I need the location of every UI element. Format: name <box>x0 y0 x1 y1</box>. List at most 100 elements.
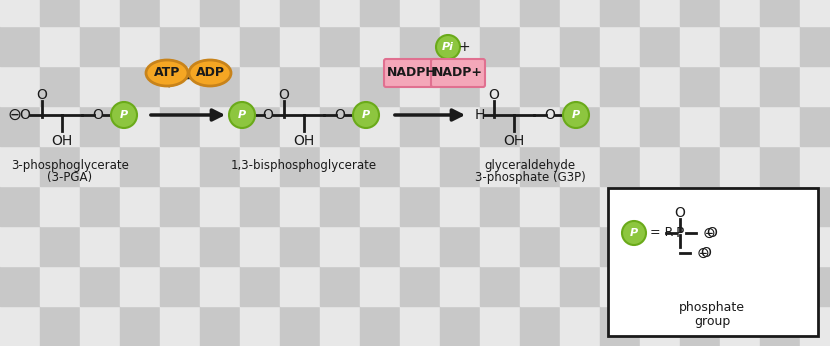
Bar <box>480 306 520 346</box>
Bar <box>560 226 600 266</box>
Bar <box>440 226 480 266</box>
Bar <box>600 226 640 266</box>
Bar <box>360 306 400 346</box>
Bar <box>40 226 80 266</box>
Bar <box>560 266 600 306</box>
Bar <box>720 66 760 106</box>
Bar <box>160 146 200 186</box>
Bar <box>400 306 440 346</box>
Bar <box>440 306 480 346</box>
Bar <box>760 66 800 106</box>
Text: glyceraldehyde: glyceraldehyde <box>485 158 575 172</box>
Bar <box>720 0 760 26</box>
Bar <box>440 106 480 146</box>
Bar <box>200 0 240 26</box>
Text: +: + <box>458 40 470 54</box>
Circle shape <box>563 102 589 128</box>
Text: = R: = R <box>650 227 673 239</box>
Bar <box>480 146 520 186</box>
Bar <box>200 186 240 226</box>
Text: P: P <box>572 110 580 120</box>
Bar <box>560 186 600 226</box>
Bar <box>600 266 640 306</box>
Bar <box>160 266 200 306</box>
Bar <box>360 146 400 186</box>
Bar <box>600 146 640 186</box>
Bar <box>480 106 520 146</box>
Text: 1,3-bisphosphoglycerate: 1,3-bisphosphoglycerate <box>231 158 377 172</box>
Bar <box>120 266 160 306</box>
Bar <box>720 266 760 306</box>
Text: O: O <box>279 88 290 102</box>
Bar <box>520 66 560 106</box>
Text: group: group <box>694 315 730 328</box>
Bar <box>800 26 830 66</box>
Text: ADP: ADP <box>196 66 224 80</box>
Bar <box>240 306 280 346</box>
Bar <box>720 226 760 266</box>
Bar <box>200 66 240 106</box>
Bar <box>0 306 40 346</box>
Bar <box>560 306 600 346</box>
Bar <box>608 188 818 336</box>
Bar <box>320 226 360 266</box>
Text: ATP: ATP <box>154 66 180 80</box>
Text: O: O <box>334 108 345 122</box>
Ellipse shape <box>189 60 231 86</box>
Bar <box>40 186 80 226</box>
Bar <box>760 266 800 306</box>
Bar <box>440 186 480 226</box>
Bar <box>360 26 400 66</box>
Bar <box>600 66 640 106</box>
Bar <box>800 106 830 146</box>
Bar <box>680 146 720 186</box>
Bar <box>320 106 360 146</box>
Bar <box>520 186 560 226</box>
Text: NADP+: NADP+ <box>433 66 483 80</box>
Bar <box>160 226 200 266</box>
Bar <box>720 26 760 66</box>
Bar <box>640 66 680 106</box>
Bar <box>240 26 280 66</box>
Bar <box>520 0 560 26</box>
Bar <box>240 186 280 226</box>
Bar <box>400 186 440 226</box>
Bar <box>160 66 200 106</box>
Text: O: O <box>544 108 555 122</box>
Bar <box>480 186 520 226</box>
Bar <box>680 106 720 146</box>
Text: O: O <box>706 226 717 240</box>
Bar <box>160 186 200 226</box>
Bar <box>520 146 560 186</box>
Bar <box>400 226 440 266</box>
Bar <box>0 186 40 226</box>
Bar <box>0 106 40 146</box>
Bar <box>560 146 600 186</box>
Text: 3-phosphoglycerate: 3-phosphoglycerate <box>11 158 129 172</box>
Bar <box>800 66 830 106</box>
Bar <box>520 106 560 146</box>
Bar <box>360 66 400 106</box>
Bar <box>440 146 480 186</box>
Text: ⊖: ⊖ <box>697 246 710 261</box>
Bar <box>80 146 120 186</box>
Bar <box>120 106 160 146</box>
Circle shape <box>111 102 137 128</box>
Text: OH: OH <box>51 134 73 148</box>
Bar <box>240 0 280 26</box>
Bar <box>160 26 200 66</box>
Bar <box>80 0 120 26</box>
Bar <box>80 226 120 266</box>
Bar <box>280 306 320 346</box>
Bar <box>440 266 480 306</box>
Bar <box>120 0 160 26</box>
Bar <box>200 306 240 346</box>
Bar <box>800 0 830 26</box>
Bar <box>120 66 160 106</box>
Bar <box>480 266 520 306</box>
Bar <box>120 26 160 66</box>
Bar <box>680 26 720 66</box>
Bar <box>480 0 520 26</box>
Text: phosphate: phosphate <box>679 301 745 315</box>
Bar <box>320 0 360 26</box>
